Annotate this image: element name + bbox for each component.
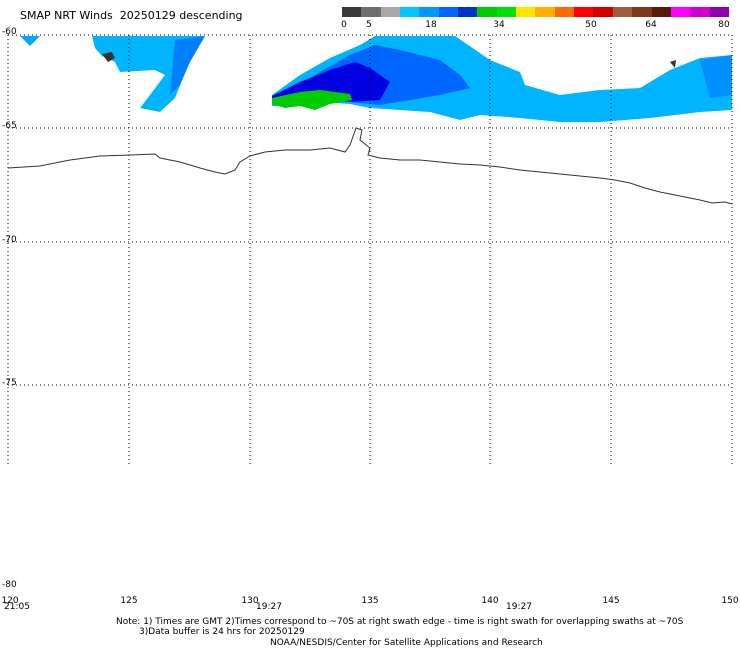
- colorbar-swatch-15: [632, 7, 652, 17]
- colorbar-swatch-0: [342, 7, 362, 17]
- colorbar-label: 18: [425, 20, 437, 30]
- lat-label: -65: [2, 121, 17, 131]
- colorbar-swatch-9: [516, 7, 536, 17]
- wind-swath-west: [20, 36, 205, 112]
- colorbar-swatch-11: [554, 7, 575, 17]
- lon-label: 140: [481, 596, 499, 606]
- lat-label: -60: [2, 27, 17, 37]
- grid-lines: [7, 34, 733, 465]
- colorbar-label: 5: [366, 20, 372, 30]
- lon-label: 145: [602, 596, 620, 606]
- colorbar-swatch-3: [400, 7, 420, 17]
- map-title: SMAP NRT Winds 20250129 descending: [20, 9, 243, 22]
- colorbar-label: 80: [718, 20, 730, 30]
- swath-time-label: 21:05: [4, 602, 30, 612]
- lon-label: 150: [721, 596, 739, 606]
- lon-label: 120: [1, 596, 19, 606]
- colorbar-swatch-13: [593, 7, 613, 17]
- lat-label: -75: [2, 378, 17, 388]
- lon-label: 125: [120, 596, 138, 606]
- antarctic-coastline: [7, 127, 733, 205]
- swath-time-label: 19:27: [506, 602, 532, 612]
- colorbar-swatch-18: [690, 7, 710, 17]
- colorbar-swatch-19: [709, 7, 729, 17]
- colorbar-swatch-8: [496, 7, 517, 17]
- colorbar-swatch-12: [574, 7, 594, 17]
- footnote-credit: NOAA/NESDIS/Center for Satellite Applica…: [270, 638, 543, 648]
- lon-label: 130: [241, 596, 259, 606]
- wind-swath-central: [272, 36, 732, 122]
- colorbar-swatch-17: [670, 7, 691, 17]
- swath-time-label: 19:27: [256, 602, 282, 612]
- colorbar-swatch-14: [612, 7, 633, 17]
- lat-label: -80: [2, 580, 17, 590]
- colorbar-swatch-16: [651, 7, 671, 17]
- lon-label: 135: [361, 596, 379, 606]
- colorbar-swatch-1: [361, 7, 381, 17]
- footnote-buffer: 3)Data buffer is 24 hrs for 20250129: [139, 627, 305, 637]
- lat-label: -70: [2, 235, 17, 245]
- footnote-times: Note: 1) Times are GMT 2)Times correspon…: [116, 617, 684, 627]
- colorbar-label: 64: [645, 20, 657, 30]
- colorbar-label: 34: [493, 20, 505, 30]
- colorbar-label: 50: [585, 20, 597, 30]
- colorbar-swatch-6: [458, 7, 478, 17]
- colorbar-swatch-10: [535, 7, 555, 17]
- colorbar-swatch-2: [380, 7, 401, 17]
- colorbar-label: 0: [341, 20, 347, 30]
- colorbar-swatch-5: [438, 7, 459, 17]
- colorbar-swatch-7: [477, 7, 497, 17]
- wind-speed-colorbar: [342, 7, 729, 17]
- colorbar-swatch-4: [419, 7, 439, 17]
